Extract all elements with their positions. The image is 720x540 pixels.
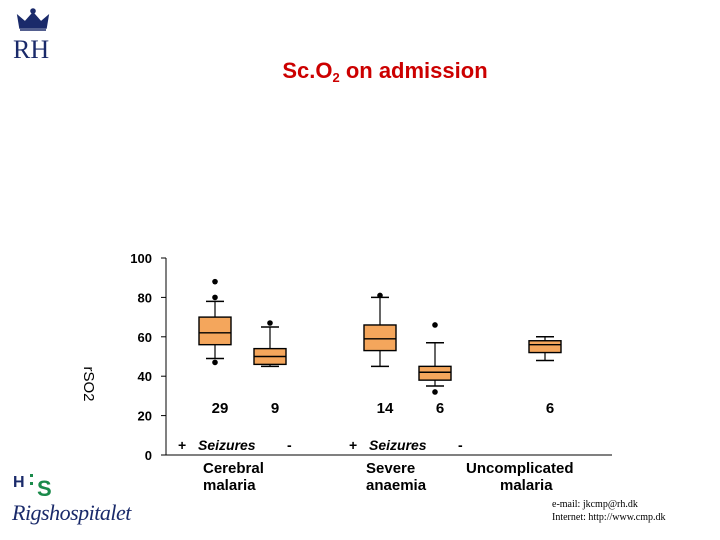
seizure-minus: - xyxy=(458,437,463,453)
category-line-2: anaemia xyxy=(366,477,427,494)
seizure-label: + Seizures - xyxy=(178,437,292,453)
outlier-point xyxy=(212,294,218,301)
hospital-name: Rigshospitalet xyxy=(12,500,131,525)
page-title: Sc.O2 on admission xyxy=(282,58,488,85)
seizure-text: Seizures xyxy=(369,437,427,453)
contact-internet[interactable]: Internet: http://www.cmp.dk xyxy=(552,512,666,523)
box-group xyxy=(363,292,397,368)
box-iqr xyxy=(418,365,452,381)
sample-size-label: 6 xyxy=(546,400,554,417)
y-tick-label: 20 xyxy=(138,409,152,424)
seizure-plus: + xyxy=(349,437,357,453)
sample-size-label: 29 xyxy=(212,400,229,417)
category-line-1: Severe xyxy=(366,460,415,477)
box-group xyxy=(253,320,287,368)
rigshospitalet-logo: H S xyxy=(13,474,52,501)
rh-logo: RH xyxy=(13,8,50,64)
y-tick-label: 40 xyxy=(138,369,152,384)
box-iqr xyxy=(528,340,562,354)
box-group xyxy=(418,322,452,395)
crown-icon xyxy=(16,8,50,31)
svg-text:H: H xyxy=(13,474,25,491)
sample-size-label: 14 xyxy=(377,400,394,417)
seizure-plus: + xyxy=(178,437,186,453)
outlier-point xyxy=(212,359,218,366)
box-group xyxy=(198,278,232,366)
svg-text:S: S xyxy=(37,476,52,501)
box-group xyxy=(528,336,562,362)
sample-size-label: 9 xyxy=(271,400,279,417)
contact-email[interactable]: e-mail: jkcmp@rh.dk xyxy=(552,499,638,510)
outlier-point xyxy=(432,322,438,328)
hs-mark-icon: H S xyxy=(13,474,52,501)
y-tick-label: 80 xyxy=(138,290,152,305)
outlier-point xyxy=(212,278,218,285)
category-line-1: Cerebral xyxy=(203,460,264,477)
seizure-text: Seizures xyxy=(198,437,256,453)
sample-size-label: 6 xyxy=(436,400,444,417)
contact-info: e-mail: jkcmp@rh.dk Internet: http://www… xyxy=(552,498,666,524)
outlier-point xyxy=(432,389,438,395)
seizure-minus: - xyxy=(287,437,292,453)
outlier-point xyxy=(377,292,383,299)
seizure-label: + Seizures - xyxy=(349,437,463,453)
box-iqr xyxy=(363,324,397,352)
y-axis-label: rSO2 xyxy=(80,366,97,401)
category-line-2: malaria xyxy=(203,477,256,494)
y-tick-label: 100 xyxy=(130,251,152,266)
outlier-point xyxy=(267,320,273,326)
category-line-2: malaria xyxy=(500,477,553,494)
y-tick-label: 60 xyxy=(138,330,152,345)
y-tick-label: 0 xyxy=(145,448,152,463)
box-iqr xyxy=(198,316,232,346)
rh-logo-text: RH xyxy=(13,35,49,64)
category-line-1: Uncomplicated xyxy=(466,460,574,477)
